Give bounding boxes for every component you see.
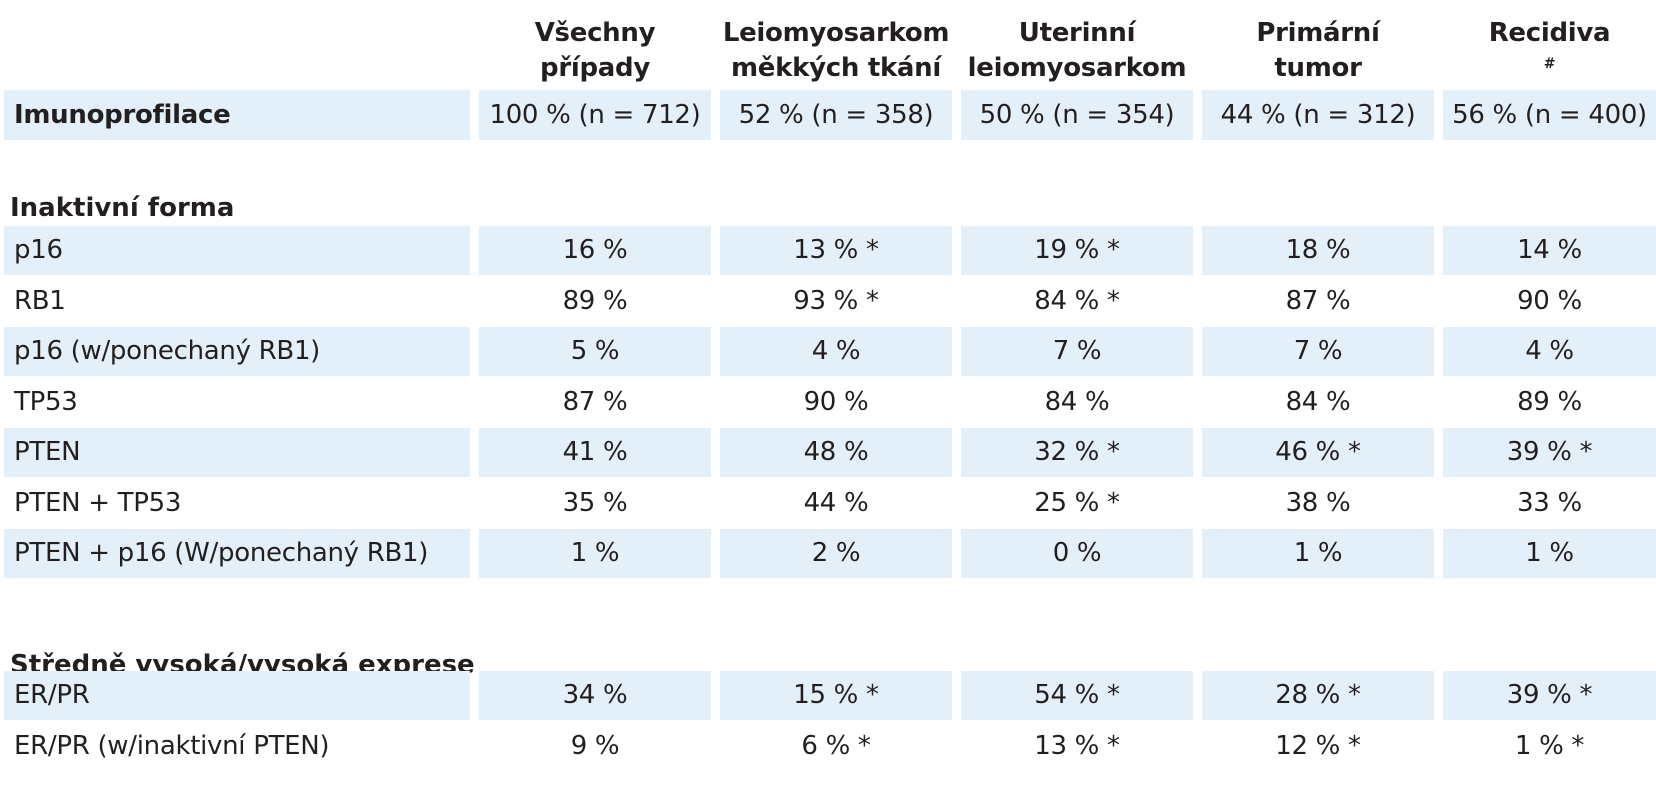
row-label: PTEN xyxy=(4,428,470,477)
table-cell: 4 % xyxy=(1443,327,1656,376)
table-cell: 87 % xyxy=(562,386,628,417)
table-row: ER/PR 34 % 15 % * 54 % * 28 % * 39 % * xyxy=(0,671,1656,720)
table-cell: 7 % xyxy=(1202,327,1434,376)
row-label: ER/PR xyxy=(4,671,470,720)
row-label: p16 xyxy=(4,226,470,275)
table-cell: 4 % xyxy=(720,327,952,376)
header-recurrence: Recidiva # xyxy=(1443,12,1656,90)
table-cell: 9 % xyxy=(570,730,620,761)
table-header-row: Všechny případy Leiomyosarkom měkkých tkán… xyxy=(0,12,1656,86)
header-uterine-lms: Uterinní leiomyosarkom xyxy=(967,18,1187,83)
table-cell: 25 % * xyxy=(1034,487,1120,518)
row-label: ER/PR (w/inaktivní PTEN) xyxy=(14,730,330,761)
table-cell: 15 % * xyxy=(720,671,952,720)
table-cell: 38 % xyxy=(1285,487,1351,518)
table-cell: 1 % xyxy=(1443,529,1656,578)
table-row: PTEN 41 % 48 % 32 % * 46 % * 39 % * xyxy=(0,428,1656,477)
table-cell: 33 % xyxy=(1517,487,1582,518)
table-row: PTEN + p16 (W/ponechaný RB1) 1 % 2 % 0 % 1 %… xyxy=(0,529,1656,578)
table-row: TP53 87 % 90 % 84 % 84 % 89 % xyxy=(0,378,1656,427)
table-cell: 16 % xyxy=(479,226,711,275)
table-cell: 46 % * xyxy=(1202,428,1434,477)
table-cell: 5 % xyxy=(479,327,711,376)
table-cell: 2 % xyxy=(720,529,952,578)
table-cell: 44 % (n = 312) xyxy=(1202,90,1434,140)
row-label: Imunoprofilace xyxy=(4,90,470,140)
header-primary-tumor: Primární tumor xyxy=(1256,18,1380,83)
table-cell: 52 % (n = 358) xyxy=(720,90,952,140)
table-cell: 35 % xyxy=(562,487,628,518)
section-title-inactive: Inaktivní forma xyxy=(10,193,235,223)
table-cell: 39 % * xyxy=(1443,428,1656,477)
table-cell: 34 % xyxy=(479,671,711,720)
table-row: p16 (w/ponechaný RB1) 5 % 4 % 7 % 7 % 4 % xyxy=(0,327,1656,376)
table-cell: 87 % xyxy=(1285,285,1351,316)
table-cell: 48 % xyxy=(720,428,952,477)
table-cell: 84 % xyxy=(1044,386,1110,417)
table-row: ER/PR (w/inaktivní PTEN) 9 % 6 % * 13 % * 12… xyxy=(0,722,1656,771)
table-row: RB1 89 % 93 % * 84 % * 87 % 90 % xyxy=(0,277,1656,326)
row-label: p16 (w/ponechaný RB1) xyxy=(4,327,470,376)
table-cell: 54 % * xyxy=(961,671,1193,720)
table-cell: 41 % xyxy=(479,428,711,477)
table-cell: 6 % * xyxy=(801,730,871,761)
table-cell: 14 % xyxy=(1443,226,1656,275)
table-row: p16 16 % 13 % * 19 % * 18 % 14 % xyxy=(0,226,1656,275)
table-cell: 89 % xyxy=(562,285,628,316)
table-cell: 19 % * xyxy=(961,226,1193,275)
table-cell: 32 % * xyxy=(961,428,1193,477)
immunoprofile-row: Imunoprofilace 100 % (n = 712) 52 % (n =… xyxy=(0,90,1656,140)
table-cell: 89 % xyxy=(1517,386,1582,417)
row-label: PTEN + TP53 xyxy=(14,487,182,518)
table-cell: 1 % * xyxy=(1514,730,1585,761)
table-cell: 56 % (n = 400) xyxy=(1443,90,1656,140)
table-cell: 100 % (n = 712) xyxy=(479,90,711,140)
table-cell: 13 % * xyxy=(720,226,952,275)
table-cell: 50 % (n = 354) xyxy=(961,90,1193,140)
table-cell: 1 % xyxy=(479,529,711,578)
table-cell: 84 % xyxy=(1285,386,1351,417)
table-cell: 12 % * xyxy=(1275,730,1361,761)
table-cell: 28 % * xyxy=(1202,671,1434,720)
table-cell: 1 % xyxy=(1202,529,1434,578)
table-cell: 0 % xyxy=(961,529,1193,578)
table-cell: 90 % xyxy=(803,386,869,417)
row-label: RB1 xyxy=(14,285,66,316)
table-cell: 7 % xyxy=(961,327,1193,376)
table-cell: 13 % * xyxy=(1034,730,1120,761)
table-cell: 44 % xyxy=(803,487,869,518)
header-all-cases: Všechny případy xyxy=(534,18,656,83)
row-label: TP53 xyxy=(14,386,78,417)
table-cell: 18 % xyxy=(1202,226,1434,275)
header-soft-tissue-lms: Leiomyosarkom měkkých tkání xyxy=(722,18,950,83)
table-cell: 84 % * xyxy=(1034,285,1120,316)
table-cell: 93 % * xyxy=(793,285,879,316)
recurrence-footnote-mark: # xyxy=(1543,56,1556,72)
table-row: PTEN + TP53 35 % 44 % 25 % * 38 % 33 % xyxy=(0,479,1656,528)
table-cell: 90 % xyxy=(1517,285,1582,316)
table-cell: 39 % * xyxy=(1443,671,1656,720)
row-label: PTEN + p16 (W/ponechaný RB1) xyxy=(4,529,470,578)
